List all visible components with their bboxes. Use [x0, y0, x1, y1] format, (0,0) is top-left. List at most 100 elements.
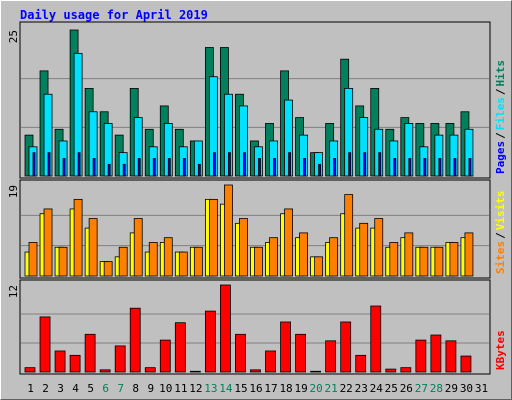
bar [434, 246, 444, 277]
bar [419, 246, 429, 277]
bar [137, 158, 141, 177]
bar [265, 350, 276, 373]
y-tick-label: 19 [7, 185, 20, 198]
x-tick-label: 10 [159, 382, 172, 395]
bar [438, 158, 442, 177]
bar [47, 152, 51, 177]
x-tick-label: 5 [87, 382, 94, 395]
panel [19, 279, 491, 375]
bar [107, 163, 111, 177]
legend-separator: / [494, 88, 507, 95]
bar [99, 369, 111, 373]
bar [374, 218, 384, 277]
bar [250, 369, 261, 373]
bar [197, 163, 201, 177]
legend-entry: Pages [494, 141, 507, 174]
bar [62, 158, 66, 177]
x-tick-label: 19 [294, 382, 307, 395]
bar [148, 242, 158, 277]
x-tick-label: 11 [174, 382, 187, 395]
x-tick-label: 23 [355, 382, 368, 395]
legend-entry: Files [494, 97, 507, 130]
bar [370, 305, 382, 373]
bar [378, 152, 382, 177]
bar [318, 163, 322, 177]
bar [280, 321, 291, 373]
bar [288, 152, 291, 177]
bar [430, 334, 442, 373]
x-tick-label: 15 [234, 382, 247, 395]
bar [359, 222, 369, 277]
bar [174, 322, 186, 373]
bar [159, 339, 171, 373]
x-tick-label: 13 [204, 382, 217, 395]
bar [295, 333, 306, 373]
bar [152, 158, 156, 177]
bar [77, 152, 81, 177]
bar [114, 345, 126, 373]
bar [460, 355, 472, 373]
bar [363, 152, 367, 177]
bar [453, 158, 457, 177]
bar [385, 368, 397, 373]
bar [445, 340, 457, 373]
legend: KBytes [494, 330, 507, 370]
bar [204, 310, 216, 373]
bar [103, 261, 113, 277]
bar [193, 246, 203, 277]
x-tick-label: 30 [460, 382, 473, 395]
legend-entry: Sites [494, 241, 507, 274]
bar [423, 158, 427, 177]
legend-entry: KBytes [494, 330, 507, 370]
bar [122, 163, 126, 177]
y-tick-label: 25 [7, 30, 20, 43]
bar [32, 152, 36, 177]
bar [408, 158, 412, 177]
x-tick-label: 16 [249, 382, 262, 395]
bar [329, 237, 339, 277]
x-tick-label: 25 [385, 382, 398, 395]
bar [144, 367, 156, 373]
bar [393, 158, 397, 177]
x-tick-label: 4 [72, 382, 79, 395]
bar [182, 158, 186, 177]
bar [163, 237, 173, 277]
bar [404, 232, 414, 277]
x-tick-label: 6 [102, 382, 109, 395]
x-tick-label: 20 [310, 382, 323, 395]
bar [449, 242, 459, 277]
bar [464, 232, 474, 277]
bar [284, 208, 293, 277]
bar [269, 237, 278, 277]
bar [235, 333, 246, 373]
bar [24, 367, 36, 373]
bar [243, 152, 246, 177]
bar [167, 158, 171, 177]
bar [69, 354, 81, 373]
x-tick-label: 17 [264, 382, 277, 395]
bar [348, 152, 352, 177]
x-tick-label: 7 [117, 382, 124, 395]
x-tick-label: 29 [445, 382, 458, 395]
x-tick-label: 8 [132, 382, 139, 395]
x-tick-label: 1 [27, 382, 34, 395]
bar [189, 370, 201, 373]
x-tick-label: 31 [475, 382, 488, 395]
bar [299, 232, 308, 277]
bar [73, 198, 83, 277]
bar [314, 256, 324, 277]
bar [54, 350, 66, 373]
legend-entry: Visits [494, 191, 507, 231]
bar [92, 158, 96, 177]
bar [208, 198, 218, 277]
y-tick-label: 12 [7, 285, 20, 298]
x-tick-label: 24 [370, 382, 384, 395]
x-tick-label: 9 [147, 382, 154, 395]
x-tick-label: 2 [42, 382, 49, 395]
bar [129, 307, 141, 373]
x-tick-label: 26 [400, 382, 413, 395]
bar [400, 367, 412, 373]
bar [118, 246, 128, 277]
bar [355, 354, 367, 373]
